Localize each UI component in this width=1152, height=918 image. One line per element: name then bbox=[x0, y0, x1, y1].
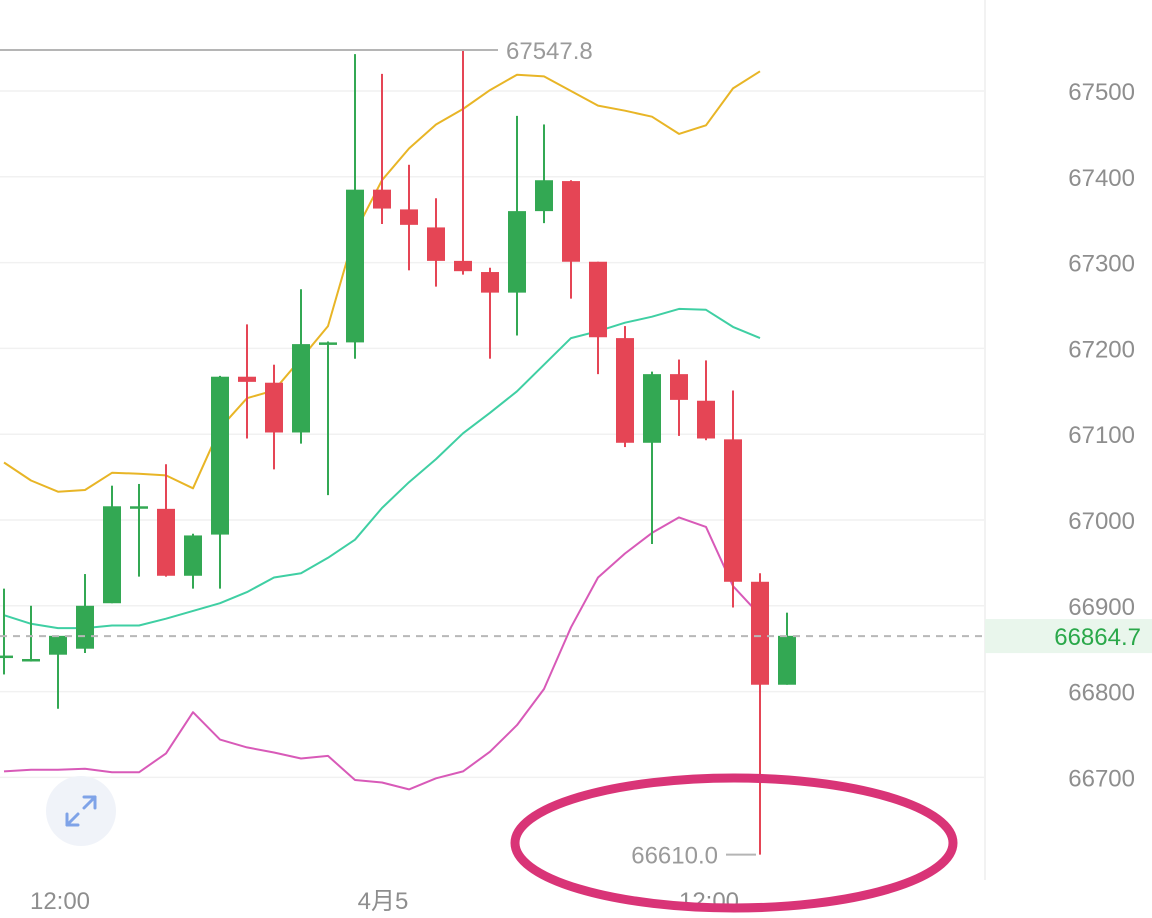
candle bbox=[319, 341, 337, 496]
time-tick-label: 12:00 bbox=[30, 888, 90, 915]
lower-band-line bbox=[3, 516, 761, 791]
candle bbox=[427, 198, 445, 287]
price-tick-label: 66900 bbox=[1068, 594, 1135, 621]
candle-body bbox=[157, 508, 175, 576]
grid-lines bbox=[0, 90, 985, 779]
candle bbox=[670, 359, 688, 436]
high-marker-label: 67547.8 bbox=[506, 38, 593, 65]
middle-band-line bbox=[3, 307, 761, 630]
price-tick-label: 66700 bbox=[1068, 765, 1135, 792]
candle-body bbox=[481, 272, 499, 293]
candle bbox=[589, 261, 607, 375]
price-tick-label: 67100 bbox=[1068, 422, 1135, 449]
candle-body bbox=[400, 209, 418, 225]
candle-body bbox=[76, 605, 94, 649]
candle-body bbox=[751, 581, 769, 685]
candle bbox=[508, 115, 526, 336]
candle-body bbox=[589, 261, 607, 338]
candle-body bbox=[319, 342, 337, 345]
candle-body bbox=[535, 180, 553, 212]
candle bbox=[535, 124, 553, 224]
expand-chart-button[interactable] bbox=[46, 776, 116, 846]
candle bbox=[454, 49, 472, 275]
candle bbox=[0, 588, 13, 675]
candle bbox=[157, 464, 175, 577]
candle bbox=[751, 573, 769, 855]
candle bbox=[22, 605, 40, 662]
expand-icon bbox=[65, 795, 97, 827]
candle bbox=[373, 73, 391, 224]
candle-body bbox=[211, 376, 229, 535]
candle-body bbox=[724, 439, 742, 582]
candle bbox=[292, 289, 310, 444]
candle bbox=[481, 267, 499, 359]
candle-body bbox=[643, 374, 661, 443]
last-price-label: 66864.7 bbox=[1054, 624, 1141, 651]
candle bbox=[643, 371, 661, 545]
candle-body bbox=[373, 189, 391, 209]
high-marker: 67547.8 bbox=[0, 38, 593, 65]
candle bbox=[184, 533, 202, 589]
candle-body bbox=[562, 181, 580, 262]
candle bbox=[616, 326, 634, 448]
time-tick-label: 4月5 bbox=[358, 888, 409, 915]
candle-body bbox=[427, 227, 445, 261]
candle-body bbox=[292, 344, 310, 433]
candle bbox=[76, 574, 94, 653]
candle-body bbox=[103, 506, 121, 604]
candle bbox=[778, 612, 796, 685]
time-axis: 12:00 4月5 12:00 bbox=[30, 888, 739, 915]
low-marker-label: 66610.0 bbox=[631, 843, 718, 870]
price-tick-label: 67200 bbox=[1068, 336, 1135, 363]
price-tick-label: 67000 bbox=[1068, 508, 1135, 535]
candle-body bbox=[265, 382, 283, 433]
candles bbox=[0, 49, 796, 855]
candle-body bbox=[670, 374, 688, 400]
candle-body bbox=[508, 211, 526, 293]
candle-body bbox=[454, 260, 472, 272]
candle-body bbox=[184, 535, 202, 576]
candle bbox=[400, 164, 418, 271]
price-axis: 67500 67400 67300 67200 67100 67000 66900 66800… bbox=[1068, 79, 1135, 792]
candle bbox=[265, 364, 283, 470]
candle-body bbox=[616, 338, 634, 443]
price-tick-label: 67300 bbox=[1068, 251, 1135, 278]
candle bbox=[103, 485, 121, 604]
candle-body bbox=[238, 376, 256, 382]
annotation-circle bbox=[510, 773, 958, 913]
candle bbox=[724, 390, 742, 608]
price-tick-label: 67400 bbox=[1068, 165, 1135, 192]
price-tick-label: 67500 bbox=[1068, 79, 1135, 106]
candle-body bbox=[49, 635, 67, 655]
last-price-tag: 66864.7 bbox=[985, 619, 1152, 654]
candle-body bbox=[346, 189, 364, 343]
candle-body bbox=[778, 635, 796, 685]
price-tick-label: 66800 bbox=[1068, 680, 1135, 707]
candle-body bbox=[0, 655, 13, 659]
candle bbox=[697, 360, 715, 441]
candle bbox=[211, 375, 229, 589]
candle-body bbox=[22, 658, 40, 662]
candle-body bbox=[697, 400, 715, 439]
candle bbox=[49, 635, 67, 709]
candle bbox=[130, 483, 148, 577]
candle bbox=[346, 54, 364, 359]
candle bbox=[562, 180, 580, 299]
low-marker: 66610.0 bbox=[631, 843, 756, 870]
candle-body bbox=[130, 506, 148, 509]
candle bbox=[238, 324, 256, 439]
